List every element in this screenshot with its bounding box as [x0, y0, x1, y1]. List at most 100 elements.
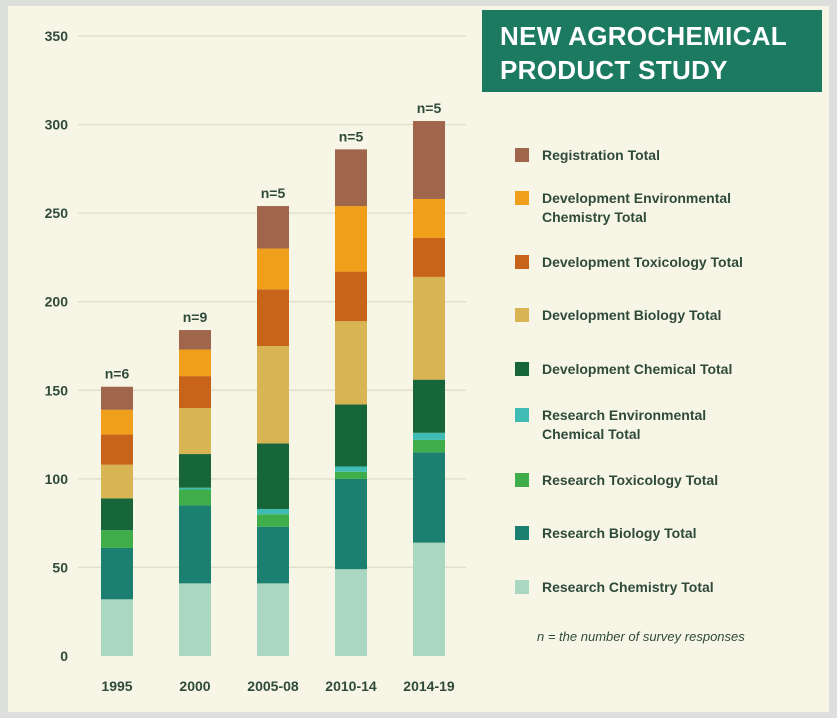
bar-segment [179, 349, 211, 377]
legend-label: Research Biology Total [542, 525, 697, 541]
y-tick-label: 300 [45, 117, 69, 133]
bar-segment [179, 583, 211, 656]
legend-item-research-chemistry: Research Chemistry Total [515, 578, 772, 597]
n-labels: n=6 n=9 n=5 n=5 n=5 [105, 100, 442, 382]
bar-segment [257, 248, 289, 290]
legend-label: Research Environmental Chemical Total [542, 407, 707, 442]
bar-segment [101, 386, 133, 410]
legend-item-development-toxicology: Development Toxicology Total [515, 253, 772, 272]
n-label: n=6 [105, 366, 130, 382]
chart-title: NEW AGROCHEMICAL PRODUCT STUDY [482, 10, 822, 92]
bar-segment [335, 149, 367, 207]
bar-segment [257, 508, 289, 515]
legend-swatch [515, 362, 529, 376]
legend-item-research-environmental-chemical: Research Environmental Chemical Total [515, 406, 772, 444]
n-label: n=9 [183, 309, 208, 325]
x-tick-label: 2005-08 [247, 678, 299, 694]
bar-segment [413, 121, 445, 199]
bar-segment [257, 514, 289, 527]
legend-label: Development Biology Total [542, 307, 722, 323]
legend-swatch [515, 580, 529, 594]
legend-swatch [515, 255, 529, 269]
bar-segment [413, 276, 445, 380]
stacked-bar-chart: 0 50 100 150 200 250 300 350 n=6 n=9 n=5 n=5 n=5 19… [45, 28, 466, 694]
bar-segment [335, 321, 367, 405]
bar-segment [335, 404, 367, 467]
bar-segment [101, 498, 133, 531]
legend-swatch [515, 191, 529, 205]
n-label: n=5 [261, 185, 286, 201]
legend-label: Development Environmental Chemistry Tota… [542, 190, 732, 225]
bar-segment [179, 454, 211, 488]
bar-segment [179, 505, 211, 584]
bar-segment [101, 464, 133, 499]
bar-segment [335, 478, 367, 570]
legend-swatch [515, 473, 529, 487]
bar-segment [413, 542, 445, 656]
bar-segment [179, 376, 211, 408]
legend-item-development-chemical: Development Chemical Total [515, 360, 772, 379]
x-tick-label: 2014-19 [403, 678, 455, 694]
chart-title-line2: PRODUCT STUDY [500, 55, 728, 85]
bar-segment [257, 289, 289, 346]
legend-swatch [515, 408, 529, 422]
y-tick-label: 0 [60, 648, 68, 664]
bar-stack-2010-14 [335, 149, 367, 656]
bar-stack-2014-19 [413, 121, 445, 656]
bar-segment [335, 569, 367, 656]
n-label: n=5 [417, 100, 442, 116]
n-label: n=5 [339, 128, 364, 144]
legend-item-development-biology: Development Biology Total [515, 306, 772, 325]
legend-item-development-environmental-chemistry: Development Environmental Chemistry Tota… [515, 189, 772, 227]
legend-label: Research Toxicology Total [542, 472, 719, 488]
legend-label: Development Toxicology Total [542, 254, 743, 270]
legend-label: Registration Total [542, 147, 660, 163]
bar-segment [413, 439, 445, 453]
bar-segment [101, 547, 133, 600]
bar-segment [179, 330, 211, 350]
y-tick-label: 100 [45, 471, 69, 487]
x-axis-ticks: 1995 2000 2005-08 2010-14 2014-19 [101, 678, 454, 694]
bar-segment [179, 489, 211, 506]
y-tick-label: 250 [45, 205, 69, 221]
bar-stack-2005-08 [257, 206, 289, 656]
bar-segment [257, 583, 289, 656]
bar-segment [335, 466, 367, 472]
bar-segment [257, 206, 289, 249]
y-tick-label: 350 [45, 28, 69, 44]
bar-segment [413, 379, 445, 433]
legend-swatch [515, 308, 529, 322]
x-tick-label: 2000 [179, 678, 210, 694]
chart-title-line1: NEW AGROCHEMICAL [500, 21, 787, 51]
bar-segment [179, 487, 211, 490]
bar-segment [257, 443, 289, 509]
bar-stack-2000 [179, 330, 211, 656]
y-tick-label: 50 [52, 559, 68, 575]
legend-item-research-toxicology: Research Toxicology Total [515, 471, 772, 490]
bar-segment [101, 434, 133, 465]
y-axis-ticks: 0 50 100 150 200 250 300 350 [45, 28, 69, 664]
legend-swatch [515, 526, 529, 540]
bar-stack-1995 [101, 386, 133, 656]
bar-segment [413, 452, 445, 543]
legend-swatch [515, 148, 529, 162]
bar-segment [101, 599, 133, 656]
legend-item-registration: Registration Total [515, 146, 772, 165]
bar-segment [335, 471, 367, 479]
bar-segment [413, 432, 445, 440]
legend-item-research-biology: Research Biology Total [515, 524, 772, 543]
legend-label: Research Chemistry Total [542, 579, 714, 595]
x-tick-label: 2010-14 [325, 678, 377, 694]
bar-segment [413, 198, 445, 238]
bar-segment [257, 526, 289, 584]
y-tick-label: 150 [45, 382, 69, 398]
bar-segment [179, 408, 211, 455]
legend-label: Development Chemical Total [542, 361, 733, 377]
bar-segment [335, 271, 367, 322]
bar-segment [413, 237, 445, 277]
bar-segment [101, 409, 133, 435]
y-tick-label: 200 [45, 294, 69, 310]
chart-card: 0 50 100 150 200 250 300 350 n=6 n=9 n=5 n=5 n=5 19… [8, 6, 829, 712]
bar-segment [101, 530, 133, 548]
bar-segment [335, 206, 367, 272]
